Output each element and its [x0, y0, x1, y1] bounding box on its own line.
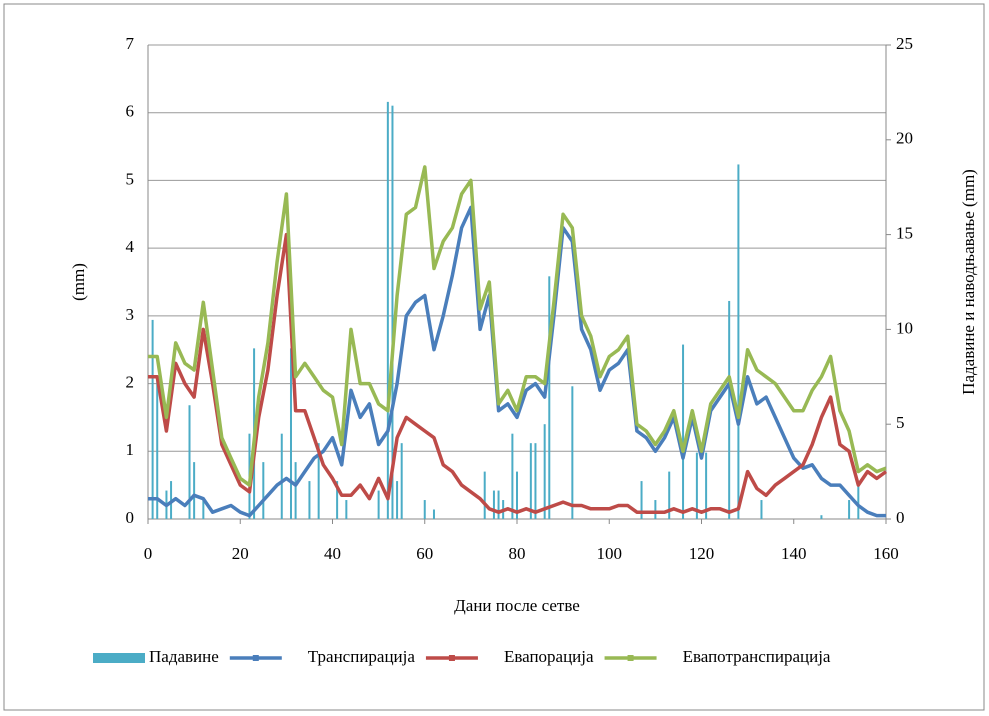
rain-bar	[682, 344, 685, 519]
rain-bar	[336, 481, 339, 519]
rain-bar	[695, 452, 698, 519]
legend-label: Евапорација	[504, 647, 594, 666]
rain-bar	[848, 500, 851, 519]
rain-bar	[548, 276, 551, 519]
rain-bar	[534, 443, 537, 519]
y2-tick-label: 0	[896, 508, 905, 527]
rain-bar	[396, 481, 399, 519]
rain-bar	[202, 500, 205, 519]
rain-bar	[705, 452, 708, 519]
rain-bar	[529, 443, 532, 519]
rain-bar	[188, 405, 191, 519]
series-line	[148, 165, 887, 487]
legend-label: Падавине	[149, 647, 219, 666]
y2-tick-label: 25	[896, 34, 913, 53]
rain-bar	[820, 515, 823, 519]
x-tick-label: 40	[324, 544, 341, 563]
y-tick-label: 4	[126, 237, 135, 256]
legend-label: Евапотранспирација	[683, 647, 831, 666]
rain-bar	[492, 490, 495, 519]
rain-bar	[400, 443, 403, 519]
legend-marker	[252, 655, 259, 661]
series-line	[148, 232, 888, 514]
rain-bar	[386, 101, 389, 519]
rain-bar	[483, 471, 486, 519]
y2-axis-label: Падавине и наводњавање (mm)	[959, 169, 978, 395]
legend-marker	[627, 655, 634, 661]
x-tick-label: 0	[144, 544, 153, 563]
rain-bar	[497, 490, 500, 519]
x-tick-label: 120	[689, 544, 715, 563]
y-tick-label: 2	[126, 372, 135, 391]
y2-tick-label: 15	[896, 224, 913, 243]
y2-tick-label: 5	[896, 413, 905, 432]
rain-bar	[345, 500, 348, 519]
y-tick-label: 0	[126, 508, 135, 527]
rain-bar	[294, 462, 297, 519]
rain-bar	[377, 490, 380, 519]
y-tick-label: 7	[126, 34, 135, 53]
legend-label: Транспирација	[308, 647, 416, 666]
rain-bar	[760, 500, 763, 519]
rain-bar	[516, 471, 518, 519]
y-axis-label: (mm)	[69, 263, 88, 301]
y-tick-label: 3	[126, 305, 135, 324]
rain-bar	[432, 509, 435, 519]
rain-bar	[571, 386, 574, 519]
x-tick-label: 140	[781, 544, 807, 563]
legend-swatch	[93, 653, 145, 663]
y2-tick-label: 20	[896, 129, 913, 148]
rain-bar	[156, 376, 159, 519]
rain-bar	[423, 500, 426, 519]
rain-bar	[193, 462, 196, 519]
rain-bar	[668, 471, 671, 519]
rain-bar	[151, 319, 154, 519]
rain-bar	[728, 300, 731, 519]
rain-bar	[317, 443, 320, 519]
x-tick-label: 20	[232, 544, 249, 563]
rain-bar	[737, 164, 740, 519]
x-tick-label: 160	[873, 544, 899, 563]
rain-bar	[543, 424, 546, 519]
rain-bar	[262, 462, 265, 519]
y2-tick-label: 10	[896, 318, 913, 337]
rain-bar	[654, 500, 657, 519]
rain-bar	[640, 481, 643, 519]
rain-bar	[280, 433, 283, 519]
rain-bar	[289, 348, 292, 519]
rain-bar	[511, 433, 514, 519]
y-tick-label: 6	[126, 102, 135, 121]
x-tick-label: 60	[416, 544, 433, 563]
x-tick-label: 100	[597, 544, 623, 563]
y-tick-label: 1	[126, 440, 135, 459]
rain-bar	[857, 481, 860, 519]
series-line	[148, 205, 886, 518]
x-axis-label: Дани после сетве	[454, 596, 580, 615]
legend-marker	[448, 655, 455, 661]
y-tick-label: 5	[126, 169, 135, 188]
rain-bar	[308, 481, 311, 519]
rain-bar	[391, 105, 394, 519]
x-tick-label: 80	[509, 544, 526, 563]
